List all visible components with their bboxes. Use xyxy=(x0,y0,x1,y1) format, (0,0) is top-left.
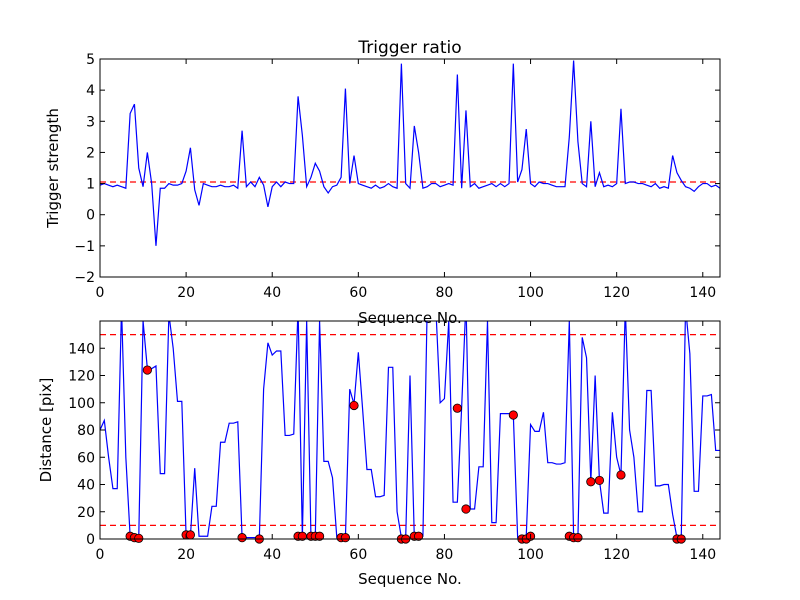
top-x-tick-label: 100 xyxy=(517,285,544,301)
top-series-line-0 xyxy=(100,60,720,246)
bottom-marker-point xyxy=(594,475,605,486)
top-y-tick-label: −2 xyxy=(74,270,95,286)
trigger-strength-panel: 0 20 40 60 80 100 120 140 −2 −1 0 1 2 3 4 5 Sequence No… xyxy=(44,52,721,327)
bottom-x-axis-label: Sequence No. xyxy=(358,570,462,588)
top-y-tick-label: −1 xyxy=(74,239,95,255)
distance-panel: 0 20 40 60 80 100 120 140 0 20 40 60 80 100 120 140 Seq… xyxy=(37,320,721,588)
bottom-marker-point xyxy=(340,533,351,543)
bottom-x-tick-label: 80 xyxy=(436,547,454,563)
bottom-y-tick-label: 140 xyxy=(68,341,95,357)
top-y-tick-label: 3 xyxy=(86,114,95,130)
top-x-tick-label: 140 xyxy=(689,285,716,301)
bottom-y-tick-label: 120 xyxy=(68,369,95,385)
bottom-x-tick-label: 60 xyxy=(349,547,367,563)
bottom-y-tick-label: 0 xyxy=(86,532,95,548)
bottom-marker-point xyxy=(142,365,152,375)
bottom-marker-point xyxy=(134,533,144,543)
top-x-tick-label: 60 xyxy=(349,285,367,301)
bottom-x-tick-label: 40 xyxy=(263,547,281,563)
bottom-x-tick-label: 140 xyxy=(689,547,716,563)
bottom-marker-point xyxy=(508,410,518,420)
bottom-marker-point xyxy=(185,530,196,540)
bottom-axis-ticks: 0 20 40 60 80 100 120 140 0 20 40 60 80 100 120 140 xyxy=(68,321,720,563)
bottom-y-tick-label: 60 xyxy=(77,450,95,466)
bottom-y-tick-label: 80 xyxy=(77,423,95,439)
top-axis-ticks: 0 20 40 60 80 100 120 140 −2 −1 0 1 2 3 4 5 xyxy=(74,52,720,301)
bottom-marker-point xyxy=(452,403,462,413)
top-y-tick-label: 1 xyxy=(86,177,95,193)
bottom-marker-point xyxy=(461,504,471,514)
top-y-axis-label: Trigger strength xyxy=(44,108,62,229)
top-x-axis-label: Sequence No. xyxy=(358,309,462,327)
top-y-tick-label: 5 xyxy=(86,52,95,68)
bottom-x-tick-label: 100 xyxy=(517,547,544,563)
bottom-y-tick-label: 100 xyxy=(68,396,95,412)
bottom-y-tick-label: 40 xyxy=(77,478,95,494)
bottom-marker-point xyxy=(586,477,596,487)
bottom-y-axis-label: Distance [pix] xyxy=(37,378,55,483)
top-x-tick-label: 20 xyxy=(177,285,195,301)
top-y-tick-label: 0 xyxy=(86,208,95,224)
trigger-strength-plot-area xyxy=(100,60,720,246)
bottom-x-tick-label: 120 xyxy=(603,547,630,563)
bottom-marker-point xyxy=(237,533,247,543)
bottom-marker-point xyxy=(349,400,359,411)
bottom-x-tick-label: 20 xyxy=(177,547,195,563)
top-x-tick-label: 80 xyxy=(436,285,454,301)
bottom-y-tick-label: 20 xyxy=(77,505,95,521)
bottom-marker-point xyxy=(314,531,325,541)
bottom-marker-point xyxy=(616,470,626,480)
bottom-series-line-0 xyxy=(100,321,720,539)
bottom-x-tick-label: 0 xyxy=(96,547,105,563)
distance-plot-area xyxy=(100,321,720,544)
top-x-tick-label: 120 xyxy=(603,285,630,301)
top-x-tick-label: 40 xyxy=(263,285,281,301)
top-plot-frame xyxy=(99,58,721,278)
bottom-marker-point xyxy=(573,533,583,543)
top-chart-title: Trigger ratio xyxy=(357,38,461,58)
top-x-tick-label: 0 xyxy=(96,285,105,301)
bottom-marker-point xyxy=(414,531,424,541)
top-y-tick-label: 2 xyxy=(86,145,95,161)
top-y-tick-label: 4 xyxy=(86,83,95,99)
